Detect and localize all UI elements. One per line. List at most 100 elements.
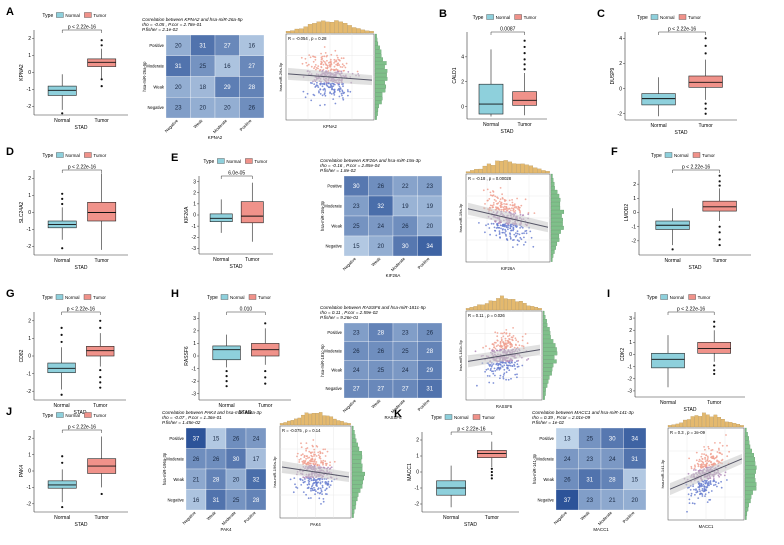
outlier-point <box>100 492 103 496</box>
heatmap-cell-value: 20 <box>224 106 231 112</box>
scatter-point <box>492 202 495 204</box>
scatter-point <box>489 191 492 194</box>
scatter-point <box>702 463 705 465</box>
heatmap-cell-value: 24 <box>253 436 260 442</box>
scatter-point <box>517 208 519 210</box>
scatter-y-title: hsa-miR-19a-3p <box>458 203 463 232</box>
scatter-point <box>498 233 501 236</box>
scatter-point <box>495 234 498 237</box>
heatmap-cell-value: 25 <box>353 224 360 230</box>
scatter-point <box>339 88 342 90</box>
scatter-point <box>324 88 326 91</box>
scatter-point <box>698 482 701 485</box>
scatter-point <box>514 361 516 364</box>
outlier-point <box>60 326 63 329</box>
panel-label: C <box>597 8 605 20</box>
legend-label-normal: Normal <box>65 153 80 158</box>
heatmap-y-title: hsa-miR-181c-5p <box>320 344 325 377</box>
scatter-point <box>342 85 344 88</box>
scatter-point <box>311 82 313 84</box>
scatter-point <box>510 229 512 232</box>
marginal-hist-right-bar <box>744 427 747 432</box>
scatter-point <box>486 188 489 191</box>
scatter-point <box>484 231 486 234</box>
scatter-point <box>493 350 495 352</box>
marginal-hist-top-bar <box>294 28 299 34</box>
scatter-point <box>324 90 327 92</box>
marginal-hist-top-bar <box>503 298 508 311</box>
scatter-point <box>513 346 516 349</box>
scatter-point <box>308 54 311 56</box>
marginal-hist-right-bar <box>542 379 549 384</box>
marginal-hist-right-bar <box>542 310 545 315</box>
scatter-point <box>307 497 310 500</box>
heatmap-cell-value: 25 <box>233 498 240 504</box>
scatter-point <box>322 88 325 91</box>
y-tick-label: -2 <box>192 379 197 385</box>
scatter-point <box>505 371 508 374</box>
scatter-point <box>695 488 697 491</box>
scatter-point <box>499 206 502 209</box>
scatter-point <box>310 99 313 102</box>
marginal-hist-right-bar <box>542 347 557 352</box>
scatter-point <box>513 233 516 236</box>
marginal-hist-right-bar <box>550 221 563 226</box>
scatter-point <box>519 227 521 229</box>
marginal-hist-top-bar <box>478 168 483 174</box>
scatter-point <box>694 465 696 468</box>
heatmap-col-label: Weak <box>206 510 218 522</box>
heatmap-row-label: Weak <box>153 84 165 89</box>
marginal-hist-right-bar <box>374 88 386 93</box>
scatter-point <box>690 467 693 470</box>
scatter-point <box>505 329 508 331</box>
heatmap-cell-value: 28 <box>253 498 260 504</box>
heatmap-row-label: Positive <box>149 43 164 48</box>
heatmap-cell-value: 16 <box>248 43 255 49</box>
legend-title: Type <box>473 15 484 21</box>
y-tick-label: 0 <box>28 70 31 76</box>
marginal-hist-right-bar <box>744 465 757 470</box>
scatter-point <box>490 367 492 370</box>
scatter-point <box>527 213 530 216</box>
scatter-point <box>706 458 709 461</box>
legend-swatch-normal <box>664 152 673 158</box>
heatmap-cell-value: 15 <box>631 477 638 483</box>
scatter-point <box>333 69 335 72</box>
y-tick-label: 0 <box>28 469 31 475</box>
scatter-point <box>320 503 322 505</box>
scatter-point <box>717 482 720 485</box>
scatter-point <box>707 481 710 483</box>
scatter-point <box>322 500 325 503</box>
scatter-point <box>321 85 324 88</box>
scatter-point <box>496 368 498 371</box>
scatter-point <box>493 226 496 229</box>
marginal-hist-right-bar <box>374 100 382 105</box>
legend-swatch-tumor <box>688 294 696 300</box>
scatter-point <box>709 481 712 484</box>
marginal-hist-top-bar <box>534 307 539 311</box>
outlier-point <box>523 39 526 42</box>
scatter-point <box>324 448 326 451</box>
marginal-hist-right-bar <box>744 511 748 516</box>
marginal-hist-top-bar <box>287 420 291 426</box>
scatter-point <box>499 342 502 345</box>
scatter-point <box>321 481 324 483</box>
x-tick-label: Normal <box>651 123 667 129</box>
scatter-point <box>322 63 325 66</box>
p-value-bracket <box>672 169 720 173</box>
scatter-point <box>330 466 333 469</box>
scatter-point <box>699 490 701 493</box>
marginal-hist-right-bar <box>550 237 560 242</box>
scatter-point <box>307 457 309 459</box>
scatter-point <box>487 368 489 370</box>
scatter-point <box>522 345 525 348</box>
marginal-hist-right-bar <box>542 343 556 348</box>
scatter-point <box>691 502 694 505</box>
heatmap-row-label: Moderate <box>536 456 554 461</box>
scatter-point <box>305 442 308 444</box>
heatmap-cell-value: 24 <box>402 368 409 374</box>
scatter-point <box>701 457 704 460</box>
scatter-point <box>334 60 336 63</box>
scatter-point <box>316 84 319 87</box>
scatter-point <box>329 484 332 486</box>
